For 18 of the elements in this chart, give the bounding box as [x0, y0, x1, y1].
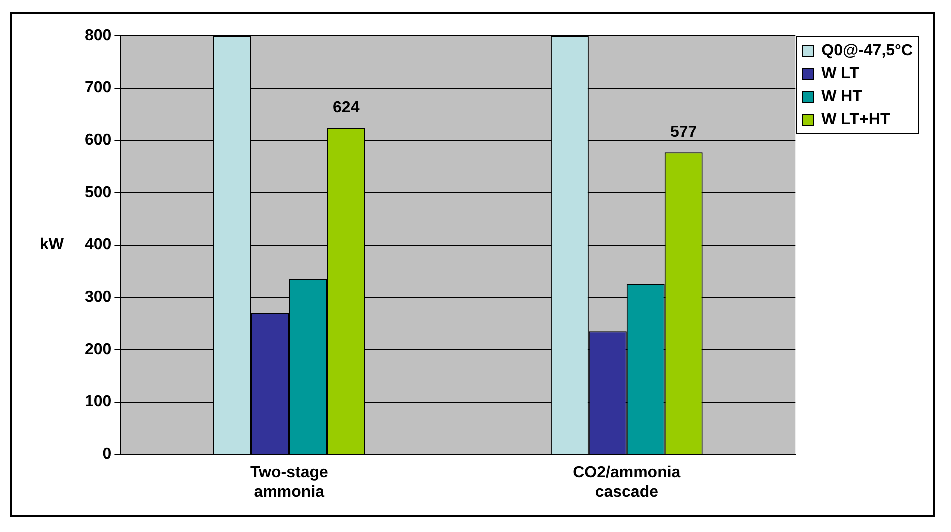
- y-tick-label: 300: [84, 289, 112, 306]
- y-axis-title: kW: [40, 236, 65, 254]
- y-tick-label: 800: [84, 27, 112, 44]
- data-label: 577: [670, 124, 698, 142]
- legend-label: W LT: [822, 65, 860, 82]
- y-tick-label: 700: [84, 80, 112, 97]
- y-tick-label: 0: [102, 446, 112, 464]
- y-tick-label: 200: [84, 341, 112, 358]
- data-label: 624: [333, 100, 360, 116]
- y-tick-label: 600: [84, 132, 112, 150]
- legend-label: W LT+HT: [822, 111, 890, 128]
- y-tick-label: 100: [84, 394, 112, 411]
- y-tick-label: 400: [84, 236, 112, 254]
- legend-label: Q0@-47,5°C: [822, 42, 914, 60]
- x-tick-label: Two-stage ammonia: [250, 464, 328, 501]
- x-tick-label: CO2/ammonia cascade: [573, 464, 681, 501]
- y-tick-label: 500: [84, 184, 112, 202]
- legend-label: W HT: [822, 88, 863, 106]
